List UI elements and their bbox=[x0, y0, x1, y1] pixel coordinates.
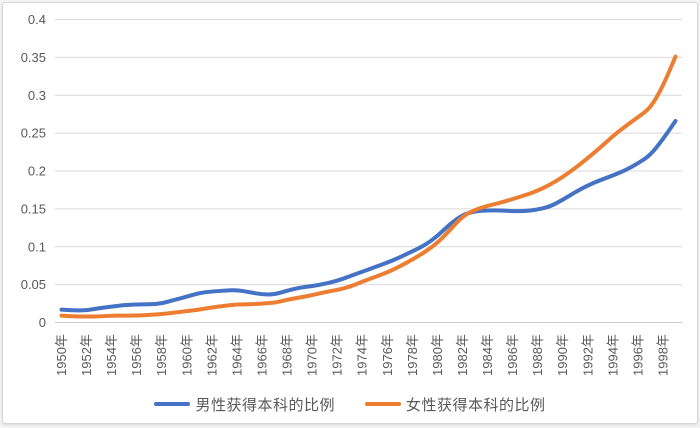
x-axis-tick-label: 1956年 bbox=[129, 334, 144, 376]
plot-area: 0 0.05 0.1 0.15 0.2 0.25 0.3 0.35 0.4 1950年 1952年 1… bbox=[21, 12, 682, 376]
y-axis-tick-label: 0 bbox=[39, 315, 46, 330]
x-axis-tick-label: 1960年 bbox=[179, 334, 194, 376]
female-series-line bbox=[59, 54, 678, 319]
x-axis-tick-label: 1988年 bbox=[530, 334, 545, 376]
x-axis-tick-label: 1966年 bbox=[254, 334, 269, 376]
x-axis-tick-label: 1978年 bbox=[405, 334, 420, 376]
female-series-swatch bbox=[365, 402, 401, 406]
x-axis-tick-label: 1970年 bbox=[305, 334, 320, 376]
male-series-label: 男性获得本科的比例 bbox=[195, 396, 335, 414]
x-axis-tick-label: 1972年 bbox=[330, 334, 345, 376]
x-axis-tick-label: 1952年 bbox=[79, 334, 94, 376]
male-series-swatch bbox=[154, 402, 191, 406]
x-axis-tick-label: 1962年 bbox=[204, 334, 219, 376]
x-axis-tick-label: 1968年 bbox=[280, 334, 295, 376]
legend-item-male: 男性获得本科的比例 bbox=[154, 394, 335, 415]
legend-item-female: 女性获得本科的比例 bbox=[365, 394, 546, 415]
y-axis-tick-label: 0.1 bbox=[28, 239, 46, 254]
x-axis-tick-label: 1986年 bbox=[505, 334, 520, 376]
y-axis-tick-label: 0.4 bbox=[28, 12, 46, 27]
x-axis-tick-label: 1998年 bbox=[655, 334, 670, 376]
y-axis-tick-label: 0.15 bbox=[21, 201, 46, 216]
female-series-label: 女性获得本科的比例 bbox=[406, 396, 546, 414]
y-axis-tick-label: 0.05 bbox=[21, 277, 46, 292]
x-axis-tick-label: 1974年 bbox=[355, 334, 370, 376]
male-series-line bbox=[59, 119, 678, 313]
x-axis-tick-label: 1996年 bbox=[630, 334, 645, 376]
y-axis-tick-label: 0.35 bbox=[21, 50, 46, 65]
x-axis-tick-label: 1980年 bbox=[430, 334, 445, 376]
x-axis-tick-label: 1984年 bbox=[480, 334, 495, 376]
x-axis-tick-label: 1950年 bbox=[54, 334, 69, 376]
x-axis-tick-label: 1976年 bbox=[380, 334, 395, 376]
y-axis-tick-label: 0.25 bbox=[21, 126, 46, 141]
x-axis-tick-label: 1990年 bbox=[555, 334, 570, 376]
x-axis-tick-label: 1994年 bbox=[605, 334, 620, 376]
y-axis-tick-label: 0.2 bbox=[28, 164, 46, 179]
x-axis-tick-label: 1992年 bbox=[580, 334, 595, 376]
y-axis-tick-label: 0.3 bbox=[28, 88, 46, 103]
x-axis-tick-label: 1964年 bbox=[229, 334, 244, 376]
x-axis-tick-label: 1958年 bbox=[154, 334, 169, 376]
x-axis-tick-label: 1982年 bbox=[455, 334, 470, 376]
chart-legend: 男性获得本科的比例 女性获得本科的比例 bbox=[3, 393, 697, 415]
x-axis-tick-label: 1954年 bbox=[104, 334, 119, 376]
